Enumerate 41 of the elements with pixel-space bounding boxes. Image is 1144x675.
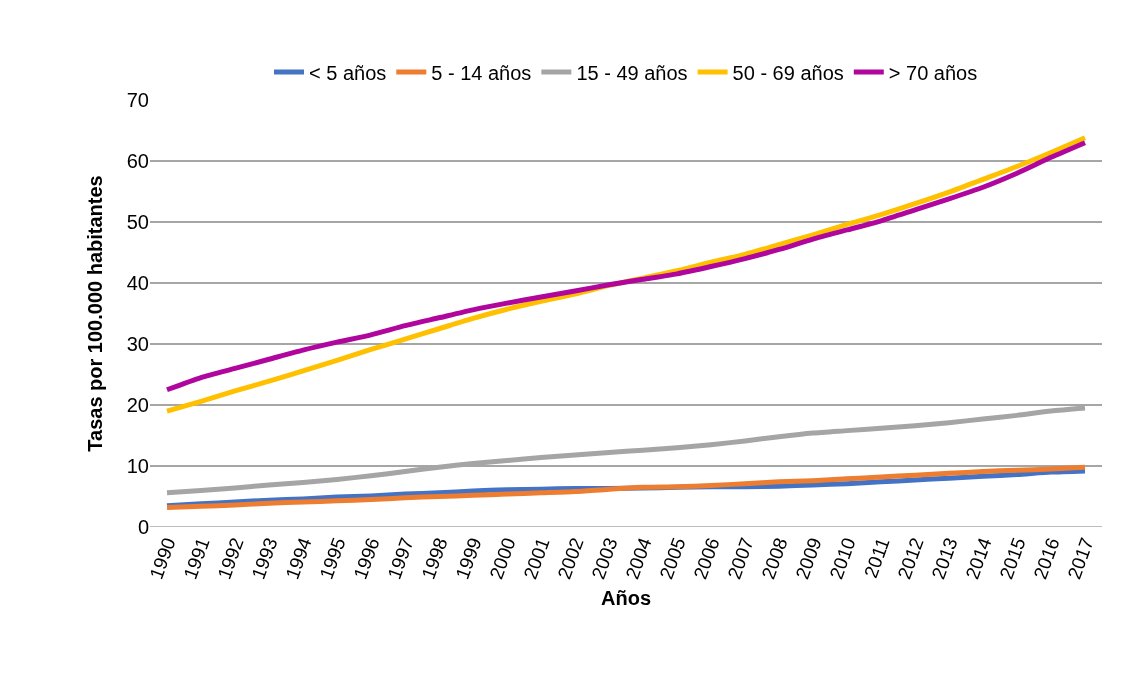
y-tick-label: 20 [126,394,149,416]
x-tick-label: 2016 [1029,534,1064,582]
y-tick-label: 30 [126,333,149,355]
x-tick-label: 2001 [519,534,554,582]
x-tick-label: 2010 [825,534,860,582]
y-tick-label: 70 [126,89,149,111]
x-tick-label: 2008 [757,534,792,582]
x-tick-label: 2004 [621,534,656,582]
x-tick-label: 2012 [893,534,928,582]
x-tick-label: 1992 [213,534,248,582]
x-tick-label: 1998 [417,534,452,582]
x-tick-label: 2013 [927,534,962,582]
x-axis-title: Años [601,587,651,610]
y-tick-label: 40 [126,272,149,294]
legend-label: 50 - 69 años [732,61,844,84]
x-tick-label: 2006 [689,534,724,582]
x-tick-label: 2009 [791,534,826,582]
x-tick-label: 2005 [655,534,690,582]
x-tick-label: 1997 [383,534,418,582]
x-tick-label: 2011 [859,534,894,581]
y-tick-label: 10 [126,455,149,477]
y-tick-label: 50 [126,211,149,233]
x-tick-label: 2003 [587,534,622,582]
x-tick-label: 2017 [1063,534,1098,582]
y-axis-title: Tasas por 100.000 habitantes [84,175,107,452]
x-tick-label: 2014 [961,534,996,582]
x-tick-label: 1996 [349,534,384,582]
legend-label: 15 - 49 años [576,61,688,84]
x-tick-label: 1994 [281,534,316,582]
x-tick-label: 2007 [723,534,758,582]
x-tick-label: 1995 [315,534,350,582]
legend-label: 5 - 14 años [431,61,532,84]
x-tick-label: 1999 [451,534,486,582]
legend-label: < 5 años [309,61,387,84]
x-tick-label: 2002 [553,534,588,582]
legend-label: > 70 años [888,61,978,84]
x-tick-label: 2000 [485,534,520,582]
x-tick-label: 1993 [247,534,282,582]
x-tick-label: 2015 [995,534,1030,582]
y-tick-label: 60 [126,150,149,172]
x-tick-label: 1991 [179,534,214,582]
